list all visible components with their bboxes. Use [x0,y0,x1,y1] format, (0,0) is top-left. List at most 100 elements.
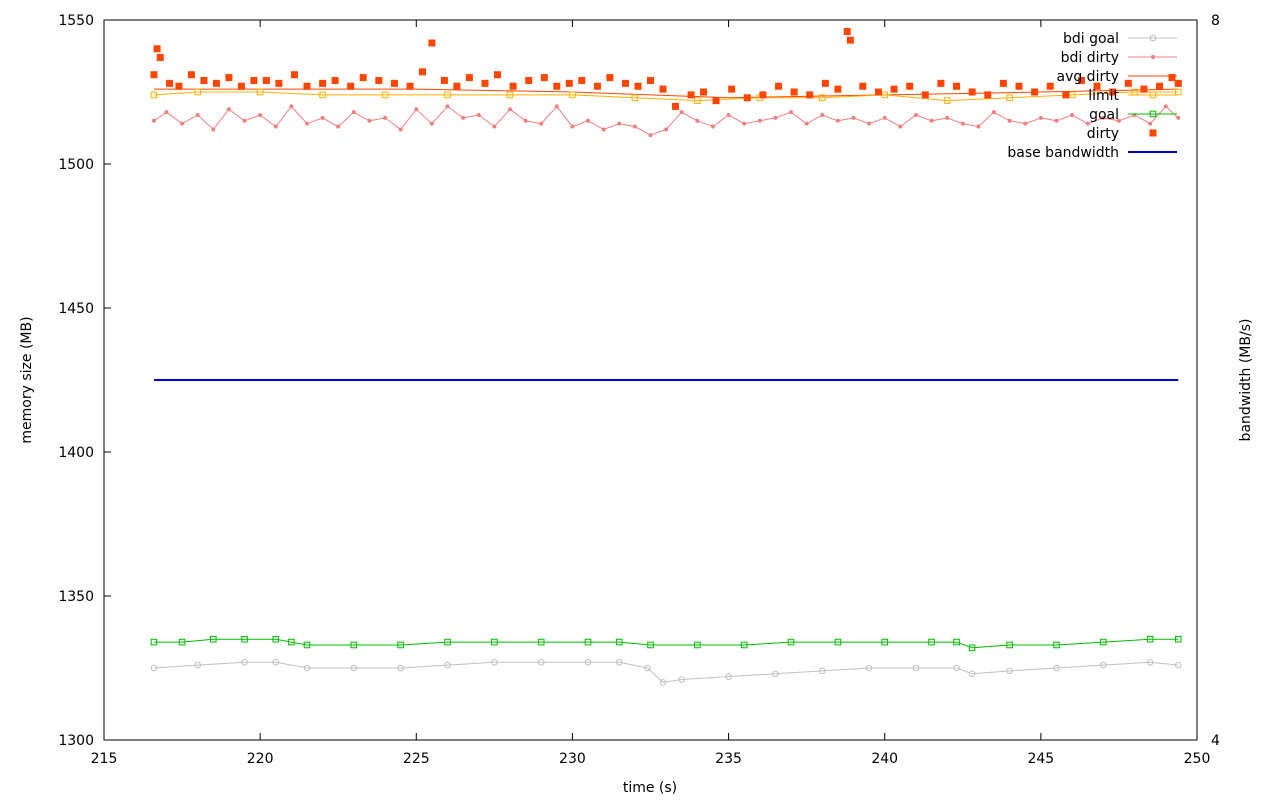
data-point [537,658,545,666]
y-tick-label: 1350 [58,589,94,605]
legend-label: base bandwidth [1007,145,1119,161]
legend-label: bdi goal [1063,31,1119,47]
y-tick-label: 1450 [58,301,94,317]
data-point [790,88,798,96]
data-point [493,71,501,79]
data-point [1077,76,1085,84]
data-point [772,670,779,678]
data-point [406,82,414,90]
data-point [818,667,826,675]
data-point [757,118,762,123]
series-bdi-dirty [151,104,1181,138]
data-point [671,102,679,110]
data-point [1140,85,1148,93]
data-point [540,74,548,82]
data-point [150,91,158,99]
data-point [569,91,576,99]
data-point [1053,641,1060,649]
data-point [1149,34,1157,42]
data-point [968,644,976,652]
data-point [350,641,358,649]
data-point [1054,118,1059,123]
data-point [740,641,748,649]
plot-marks [150,28,1182,686]
data-point [631,94,639,102]
data-point [1124,79,1132,87]
data-point [262,76,270,84]
y-axis-label: memory size (MB) [19,316,35,443]
data-point [465,74,473,82]
data-point [1006,641,1013,649]
data-point [150,638,158,646]
data-point [166,79,174,87]
data-point [453,82,461,90]
data-point [390,79,398,87]
data-point [679,110,684,115]
data-point [984,91,992,99]
data-point [381,91,389,99]
legend-entry: limit [1088,88,1177,104]
data-point [632,124,637,129]
y-tick-label: 1400 [58,445,94,461]
data-point [1101,115,1106,120]
data-point [461,115,466,120]
data-point [851,115,856,120]
data-point [943,97,951,104]
data-point [492,124,497,129]
data-point [375,76,383,84]
data-point [1031,88,1039,96]
data-point [320,115,325,120]
legend-label: bdi dirty [1061,50,1119,66]
data-point [509,82,517,90]
x-tick-label: 250 [1184,751,1211,767]
data-point [725,673,732,680]
data-point [648,133,653,138]
series-line [153,661,1179,683]
data-point [634,82,642,90]
data-point [367,118,372,123]
data-point [444,661,451,669]
data-point [347,82,355,90]
data-point [584,658,592,666]
x-tick-label: 220 [247,751,274,767]
data-point [414,107,419,112]
y-tick-label: 1550 [58,13,94,29]
data-point [1149,129,1157,137]
data-point [178,638,186,646]
data-point [929,118,934,123]
data-point [953,664,960,672]
data-point [398,127,403,132]
data-point [773,115,778,120]
data-point [834,638,842,646]
data-point [726,113,731,118]
data-point [867,121,872,126]
data-point [1149,110,1157,118]
legend-label: avg dirty [1056,69,1119,85]
data-point [444,91,451,99]
data-point [481,79,489,87]
data-point [593,82,601,90]
data-point [578,76,586,84]
x-tick-label: 225 [403,751,430,767]
data-point [150,71,158,79]
data-point [921,91,929,99]
legend: bdi goal bdi dirty avg dirty limit goal dirty… [1007,31,1177,161]
data-point [175,82,183,90]
data-point [195,113,200,118]
data-point [1015,82,1023,90]
data-point [226,107,231,112]
data-point [237,82,245,90]
legend-label: dirty [1087,126,1119,142]
data-point [834,85,842,93]
data-point [999,79,1007,87]
data-point [150,664,158,672]
data-point [359,74,367,82]
series-line [153,91,1179,102]
data-point [444,638,451,646]
legend-label: limit [1088,88,1119,104]
data-point [272,635,280,643]
plot-frame [103,19,1198,741]
data-point [491,638,498,646]
series-goal [150,635,1182,652]
data-point [659,85,667,93]
